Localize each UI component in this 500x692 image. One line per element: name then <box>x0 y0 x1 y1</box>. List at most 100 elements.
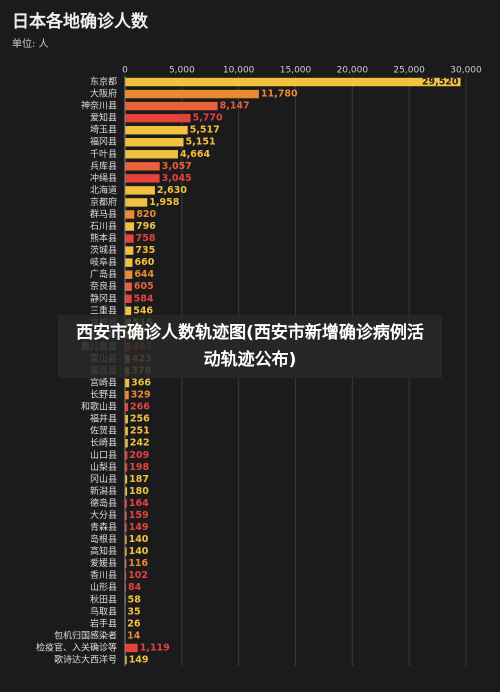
value-label: 1,119 <box>140 642 170 653</box>
y-tick-label: 新潟县 <box>90 485 117 497</box>
value-label: 140 <box>129 546 149 557</box>
value-label: 644 <box>134 269 154 280</box>
y-tick-label: 京都府 <box>90 196 117 208</box>
bar <box>125 499 127 508</box>
bar <box>125 282 132 291</box>
y-tick-label: 三重县 <box>90 304 117 316</box>
y-tick-label: 兵库县 <box>90 160 117 172</box>
x-tick-label: 0 <box>122 66 128 76</box>
bar <box>125 162 160 171</box>
value-label: 159 <box>129 510 149 521</box>
value-label: 149 <box>129 654 149 665</box>
bar <box>125 222 135 231</box>
value-label: 116 <box>128 558 148 569</box>
value-label: 1,958 <box>149 197 179 208</box>
y-tick-label: 长崎县 <box>90 437 117 449</box>
y-tick-label: 群马县 <box>90 208 117 220</box>
bar <box>125 655 127 665</box>
value-label: 180 <box>129 486 149 497</box>
y-tick-label: 爱知县 <box>90 112 117 124</box>
value-label: 660 <box>135 257 155 268</box>
y-tick-label: 静冈县 <box>90 292 117 304</box>
value-label: 140 <box>129 534 149 545</box>
value-label: 8,147 <box>220 101 250 112</box>
value-label: 256 <box>130 414 150 425</box>
bar <box>125 414 128 424</box>
value-label: 26 <box>127 618 141 629</box>
value-label: 735 <box>135 245 155 256</box>
bar <box>125 306 132 315</box>
value-label: 29,520 <box>422 77 459 88</box>
y-tick-label: 爱媛县 <box>90 557 117 569</box>
value-label: 329 <box>131 390 151 401</box>
value-label: 11,780 <box>261 89 298 100</box>
value-label: 84 <box>128 582 142 593</box>
bar <box>125 198 148 207</box>
bar <box>125 523 127 532</box>
y-tick-label: 冲绳县 <box>90 172 117 184</box>
bar <box>125 511 127 520</box>
y-tick-label: 秋田县 <box>90 593 117 605</box>
bar <box>125 113 191 123</box>
y-tick-label: 长野县 <box>90 389 117 401</box>
value-label: 5,770 <box>193 113 223 124</box>
value-label: 102 <box>128 570 148 581</box>
y-tick-label: 鸟取县 <box>90 605 117 617</box>
value-label: 3,045 <box>162 173 192 184</box>
bar <box>125 150 179 159</box>
y-tick-label: 茨城县 <box>90 244 117 256</box>
value-label: 5,151 <box>186 137 216 148</box>
value-label: 366 <box>131 378 151 389</box>
y-tick-label: 宫崎县 <box>90 377 117 389</box>
x-tick-label: 5,000 <box>169 66 195 76</box>
bar <box>125 402 129 412</box>
bar <box>125 439 128 448</box>
bar <box>125 258 133 267</box>
bar <box>125 463 128 472</box>
bar <box>125 535 127 544</box>
value-label: 266 <box>130 402 150 413</box>
y-tick-label: 山形县 <box>90 581 117 593</box>
bar <box>125 270 133 279</box>
x-tick-label: 25,000 <box>393 66 425 76</box>
bar <box>125 547 127 556</box>
y-tick-label: 石川县 <box>90 221 117 232</box>
value-label: 242 <box>130 438 150 449</box>
value-label: 5,517 <box>190 125 220 136</box>
value-label: 149 <box>129 522 149 533</box>
y-tick-label: 福冈县 <box>90 136 117 148</box>
value-label: 584 <box>134 293 154 304</box>
bar <box>125 186 155 195</box>
bar <box>125 210 135 219</box>
value-label: 209 <box>129 450 149 461</box>
y-tick-label: 神奈川县 <box>81 100 117 112</box>
bar <box>125 559 127 568</box>
x-tick-label: 10,000 <box>223 66 255 76</box>
y-tick-label: 山梨县 <box>90 461 117 473</box>
y-tick-label: 冈山县 <box>90 474 117 485</box>
value-label: 605 <box>134 281 154 292</box>
bar <box>125 174 160 183</box>
bar <box>125 77 461 87</box>
value-label: 35 <box>127 606 140 617</box>
chart-subtitle: 单位: 人 <box>12 37 49 50</box>
value-label: 187 <box>129 474 149 485</box>
y-tick-label: 岐阜县 <box>90 256 117 268</box>
bar <box>125 234 134 243</box>
y-tick-label: 歌诗达大西洋号 <box>54 653 117 665</box>
y-tick-label: 高知县 <box>90 545 117 557</box>
y-tick-label: 和歌山县 <box>81 401 117 413</box>
y-tick-label: 岛根县 <box>90 533 117 545</box>
value-label: 164 <box>129 498 149 509</box>
value-label: 796 <box>136 221 156 232</box>
value-label: 546 <box>133 305 153 316</box>
bar <box>125 246 134 255</box>
x-tick-label: 15,000 <box>280 66 312 76</box>
y-tick-label: 奈良县 <box>90 280 117 292</box>
y-tick-label: 北海道 <box>90 184 117 196</box>
value-label: 3,057 <box>162 161 192 172</box>
bar <box>125 89 259 99</box>
value-label: 4,664 <box>180 149 210 160</box>
value-label: 58 <box>128 594 142 605</box>
